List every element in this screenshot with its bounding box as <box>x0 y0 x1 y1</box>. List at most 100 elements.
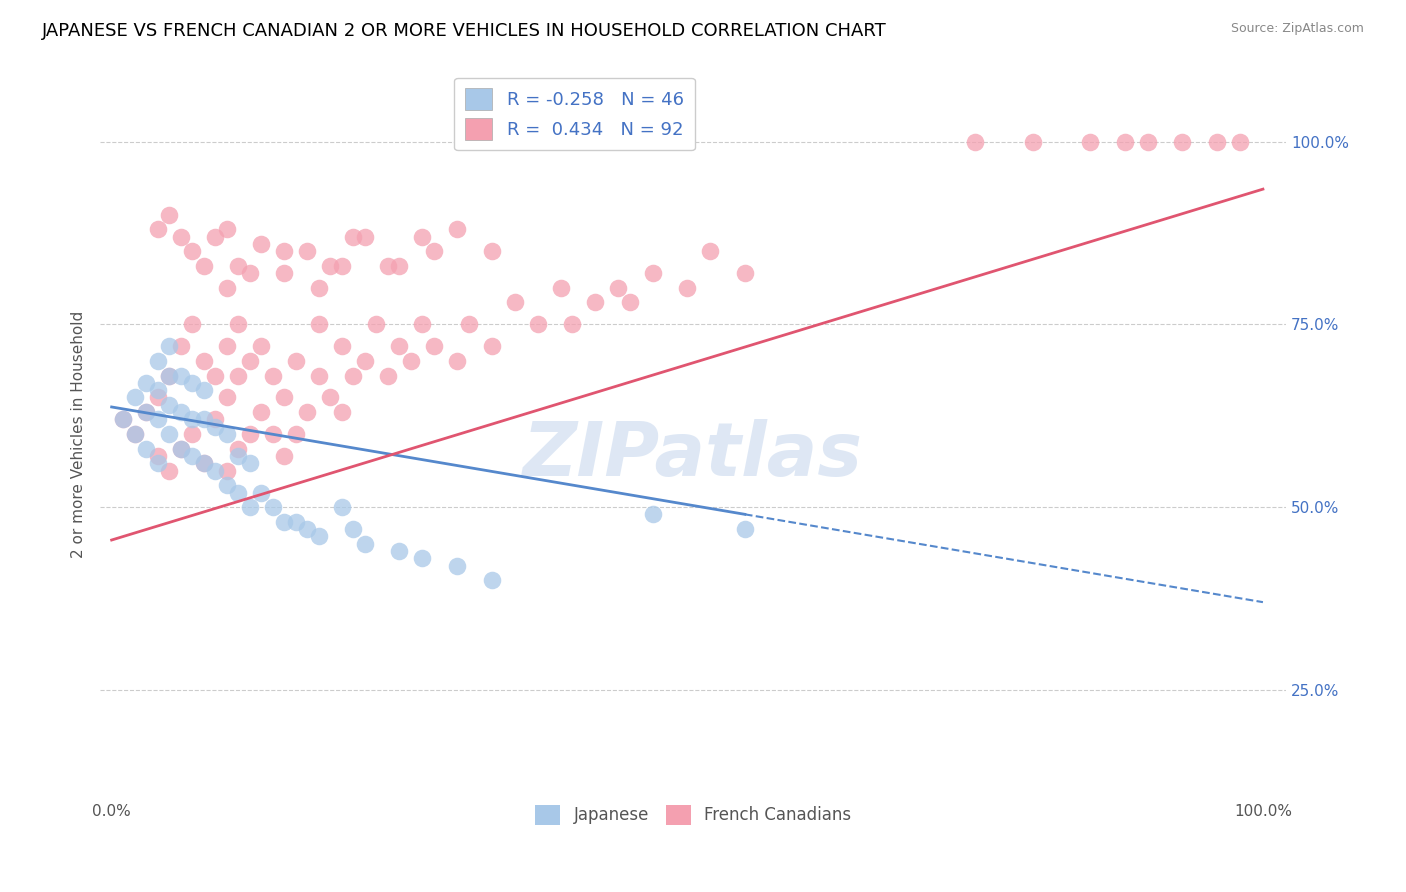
Point <box>330 339 353 353</box>
Point <box>157 464 180 478</box>
Point <box>146 456 169 470</box>
Point <box>342 368 364 383</box>
Point <box>146 383 169 397</box>
Point <box>1205 135 1227 149</box>
Point <box>297 405 319 419</box>
Point <box>411 318 433 332</box>
Point <box>273 391 295 405</box>
Point <box>124 427 146 442</box>
Point <box>388 339 411 353</box>
Point <box>135 442 157 456</box>
Point <box>204 412 226 426</box>
Point <box>262 500 284 515</box>
Point <box>181 244 204 259</box>
Point <box>239 266 262 280</box>
Point <box>734 266 756 280</box>
Point <box>561 318 583 332</box>
Point <box>676 281 699 295</box>
Point <box>226 368 249 383</box>
Point <box>1171 135 1194 149</box>
Point <box>273 515 295 529</box>
Point <box>215 339 238 353</box>
Point <box>446 558 468 573</box>
Point <box>157 398 180 412</box>
Point <box>226 318 249 332</box>
Point <box>273 244 295 259</box>
Point <box>215 222 238 236</box>
Point <box>354 354 377 368</box>
Point <box>135 405 157 419</box>
Y-axis label: 2 or more Vehicles in Household: 2 or more Vehicles in Household <box>72 310 86 558</box>
Point <box>215 464 238 478</box>
Legend: Japanese, French Canadians: Japanese, French Canadians <box>524 795 860 835</box>
Point <box>215 427 238 442</box>
Point <box>641 266 664 280</box>
Point <box>550 281 572 295</box>
Point <box>204 419 226 434</box>
Point <box>181 376 204 390</box>
Point <box>215 391 238 405</box>
Point <box>239 354 262 368</box>
Point <box>170 368 193 383</box>
Point <box>1136 135 1159 149</box>
Point <box>457 318 479 332</box>
Point <box>193 456 215 470</box>
Point <box>342 522 364 536</box>
Point <box>193 354 215 368</box>
Point <box>170 339 193 353</box>
Point <box>965 135 987 149</box>
Point <box>354 536 377 550</box>
Point <box>170 442 193 456</box>
Point <box>146 222 169 236</box>
Point <box>135 405 157 419</box>
Point <box>297 522 319 536</box>
Point <box>284 427 307 442</box>
Point <box>215 478 238 492</box>
Point <box>146 412 169 426</box>
Point <box>308 368 330 383</box>
Point <box>377 368 399 383</box>
Point <box>193 259 215 273</box>
Point <box>239 427 262 442</box>
Point <box>181 427 204 442</box>
Point <box>284 515 307 529</box>
Point <box>411 551 433 566</box>
Point <box>330 259 353 273</box>
Point <box>423 339 446 353</box>
Point <box>181 318 204 332</box>
Point <box>193 456 215 470</box>
Text: ZIPatlas: ZIPatlas <box>523 419 863 492</box>
Point <box>1229 135 1251 149</box>
Point <box>135 376 157 390</box>
Point <box>308 529 330 543</box>
Point <box>273 266 295 280</box>
Point <box>157 368 180 383</box>
Point <box>112 412 135 426</box>
Point <box>226 259 249 273</box>
Point <box>181 412 204 426</box>
Point <box>366 318 388 332</box>
Point <box>411 229 433 244</box>
Point <box>157 368 180 383</box>
Point <box>308 281 330 295</box>
Point <box>354 229 377 244</box>
Point <box>112 412 135 426</box>
Point <box>619 295 641 310</box>
Point <box>250 236 273 251</box>
Point <box>204 229 226 244</box>
Point <box>446 354 468 368</box>
Point <box>423 244 446 259</box>
Point <box>308 318 330 332</box>
Point <box>1021 135 1043 149</box>
Point <box>319 391 342 405</box>
Point <box>446 222 468 236</box>
Point <box>377 259 399 273</box>
Point <box>157 427 180 442</box>
Point <box>388 259 411 273</box>
Point <box>157 208 180 222</box>
Point <box>204 464 226 478</box>
Point <box>146 354 169 368</box>
Text: Source: ZipAtlas.com: Source: ZipAtlas.com <box>1230 22 1364 36</box>
Point <box>204 368 226 383</box>
Point <box>526 318 548 332</box>
